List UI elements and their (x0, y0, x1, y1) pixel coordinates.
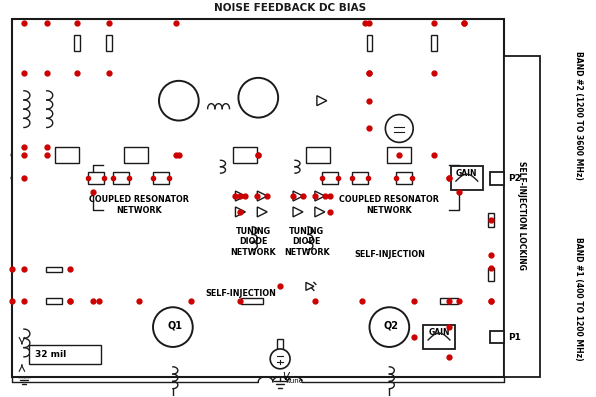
Circle shape (153, 307, 193, 347)
Bar (12, 19, 504, 377)
Polygon shape (257, 207, 267, 217)
Bar (488, 268, 493, 281)
Text: TUNING
DIODE
NETWORK: TUNING DIODE NETWORK (231, 227, 276, 256)
Bar (88, 172, 104, 184)
Bar (277, 339, 283, 355)
Bar (451, 166, 483, 190)
Text: SELF-INJECTION LOCKING: SELF-INJECTION LOCKING (517, 162, 526, 270)
Polygon shape (306, 282, 314, 290)
Polygon shape (235, 191, 246, 201)
Text: GAIN: GAIN (456, 169, 477, 178)
Text: P2: P2 (508, 173, 522, 183)
Bar (153, 172, 169, 184)
Bar (396, 172, 412, 184)
Bar (73, 35, 79, 51)
Text: COUPLED RESONATOR
NETWORK: COUPLED RESONATOR NETWORK (339, 195, 439, 215)
Text: V: V (282, 372, 288, 382)
Bar (124, 147, 148, 163)
Bar (387, 147, 411, 163)
Bar (234, 147, 257, 163)
Bar (431, 35, 437, 51)
Bar (490, 172, 504, 185)
Bar (322, 172, 338, 184)
Circle shape (270, 349, 290, 369)
Bar (367, 35, 372, 51)
Text: tune: tune (288, 378, 304, 384)
Text: SELF-INJECTION: SELF-INJECTION (206, 289, 277, 298)
Bar (423, 325, 455, 349)
Text: Q2: Q2 (384, 320, 399, 330)
Bar (352, 172, 368, 184)
Polygon shape (257, 191, 267, 201)
Text: TUNING
DIODE
NETWORK: TUNING DIODE NETWORK (284, 227, 330, 256)
Bar (113, 172, 129, 184)
Bar (106, 35, 112, 51)
Bar (46, 298, 61, 304)
Circle shape (238, 78, 278, 118)
Bar (440, 298, 458, 304)
Bar (306, 147, 330, 163)
Bar (29, 345, 101, 364)
Circle shape (386, 115, 413, 143)
Polygon shape (317, 96, 327, 106)
Bar (241, 298, 263, 304)
Text: Q1: Q1 (167, 320, 182, 330)
Text: BAND #1 (400 TO 1200 MHz): BAND #1 (400 TO 1200 MHz) (573, 237, 582, 361)
Bar (490, 331, 504, 343)
Text: GAIN: GAIN (429, 328, 450, 337)
Bar (488, 213, 493, 227)
Bar (46, 266, 61, 272)
Polygon shape (293, 207, 303, 217)
Text: NOISE FEEDBACK DC BIAS: NOISE FEEDBACK DC BIAS (214, 3, 366, 13)
Polygon shape (235, 207, 246, 217)
Circle shape (159, 81, 198, 121)
Polygon shape (315, 207, 325, 217)
Text: BAND #2 (1200 TO 3600 MHz): BAND #2 (1200 TO 3600 MHz) (573, 51, 582, 180)
Polygon shape (315, 191, 325, 201)
Bar (55, 147, 79, 163)
Polygon shape (293, 191, 303, 201)
Text: COUPLED RESONATOR
NETWORK: COUPLED RESONATOR NETWORK (89, 195, 189, 215)
Circle shape (370, 307, 409, 347)
Bar (504, 56, 541, 377)
Text: P1: P1 (508, 333, 522, 341)
Text: SELF-INJECTION: SELF-INJECTION (355, 250, 426, 259)
Text: 32 mil: 32 mil (35, 350, 66, 359)
